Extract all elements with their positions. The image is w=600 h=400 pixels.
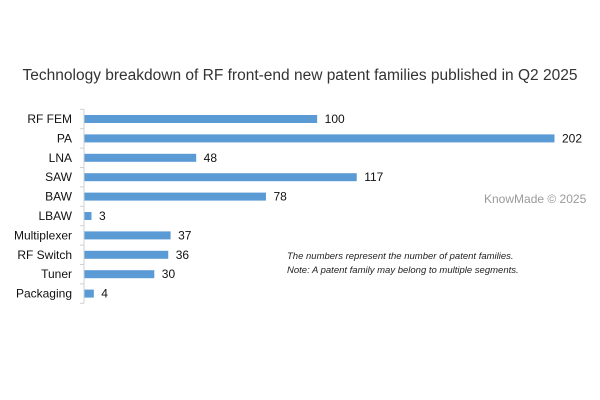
category-label: Multiplexer (14, 228, 72, 242)
bar-saw (84, 173, 357, 182)
note-line-1: The numbers represent the number of pate… (287, 251, 514, 262)
category-label: BAW (45, 190, 73, 204)
category-label: Packaging (16, 287, 72, 301)
bar-lna (84, 153, 197, 162)
value-label: 78 (273, 190, 287, 204)
category-label: LNA (49, 151, 72, 165)
category-label: LBAW (38, 209, 72, 223)
category-label: RF Switch (17, 248, 72, 262)
value-label: 30 (162, 267, 176, 281)
value-label: 48 (204, 151, 218, 165)
note-line-2: Note: A patent family may belong to mult… (287, 265, 519, 276)
category-labels: RF FEM PA LNA SAW BAW LBAW Multiplexer RF Switc… (14, 112, 73, 301)
bar-baw (84, 192, 266, 201)
category-label: Tuner (41, 267, 72, 281)
bar-rf-switch (84, 250, 169, 259)
value-label: 202 (562, 131, 582, 145)
category-label: SAW (45, 170, 73, 184)
value-label: 4 (101, 287, 108, 301)
bar-pa (84, 134, 555, 143)
bar-multiplexer (84, 231, 171, 240)
value-label: 3 (99, 209, 106, 223)
category-label: RF FEM (27, 112, 72, 126)
chart-title: Technology breakdown of RF front-end new… (22, 67, 578, 84)
value-label: 36 (176, 248, 190, 262)
category-label: PA (57, 131, 72, 145)
value-label: 100 (325, 112, 345, 126)
bar-packaging (84, 289, 94, 298)
y-axis-ticks (80, 108, 84, 304)
bars (84, 115, 555, 298)
watermark: KnowMade © 2025 (484, 192, 587, 206)
value-label: 117 (364, 170, 383, 184)
value-label: 37 (178, 228, 192, 242)
bar-tuner (84, 270, 155, 279)
bar-rf-fem (84, 115, 318, 123)
bar-lbaw (84, 212, 92, 220)
